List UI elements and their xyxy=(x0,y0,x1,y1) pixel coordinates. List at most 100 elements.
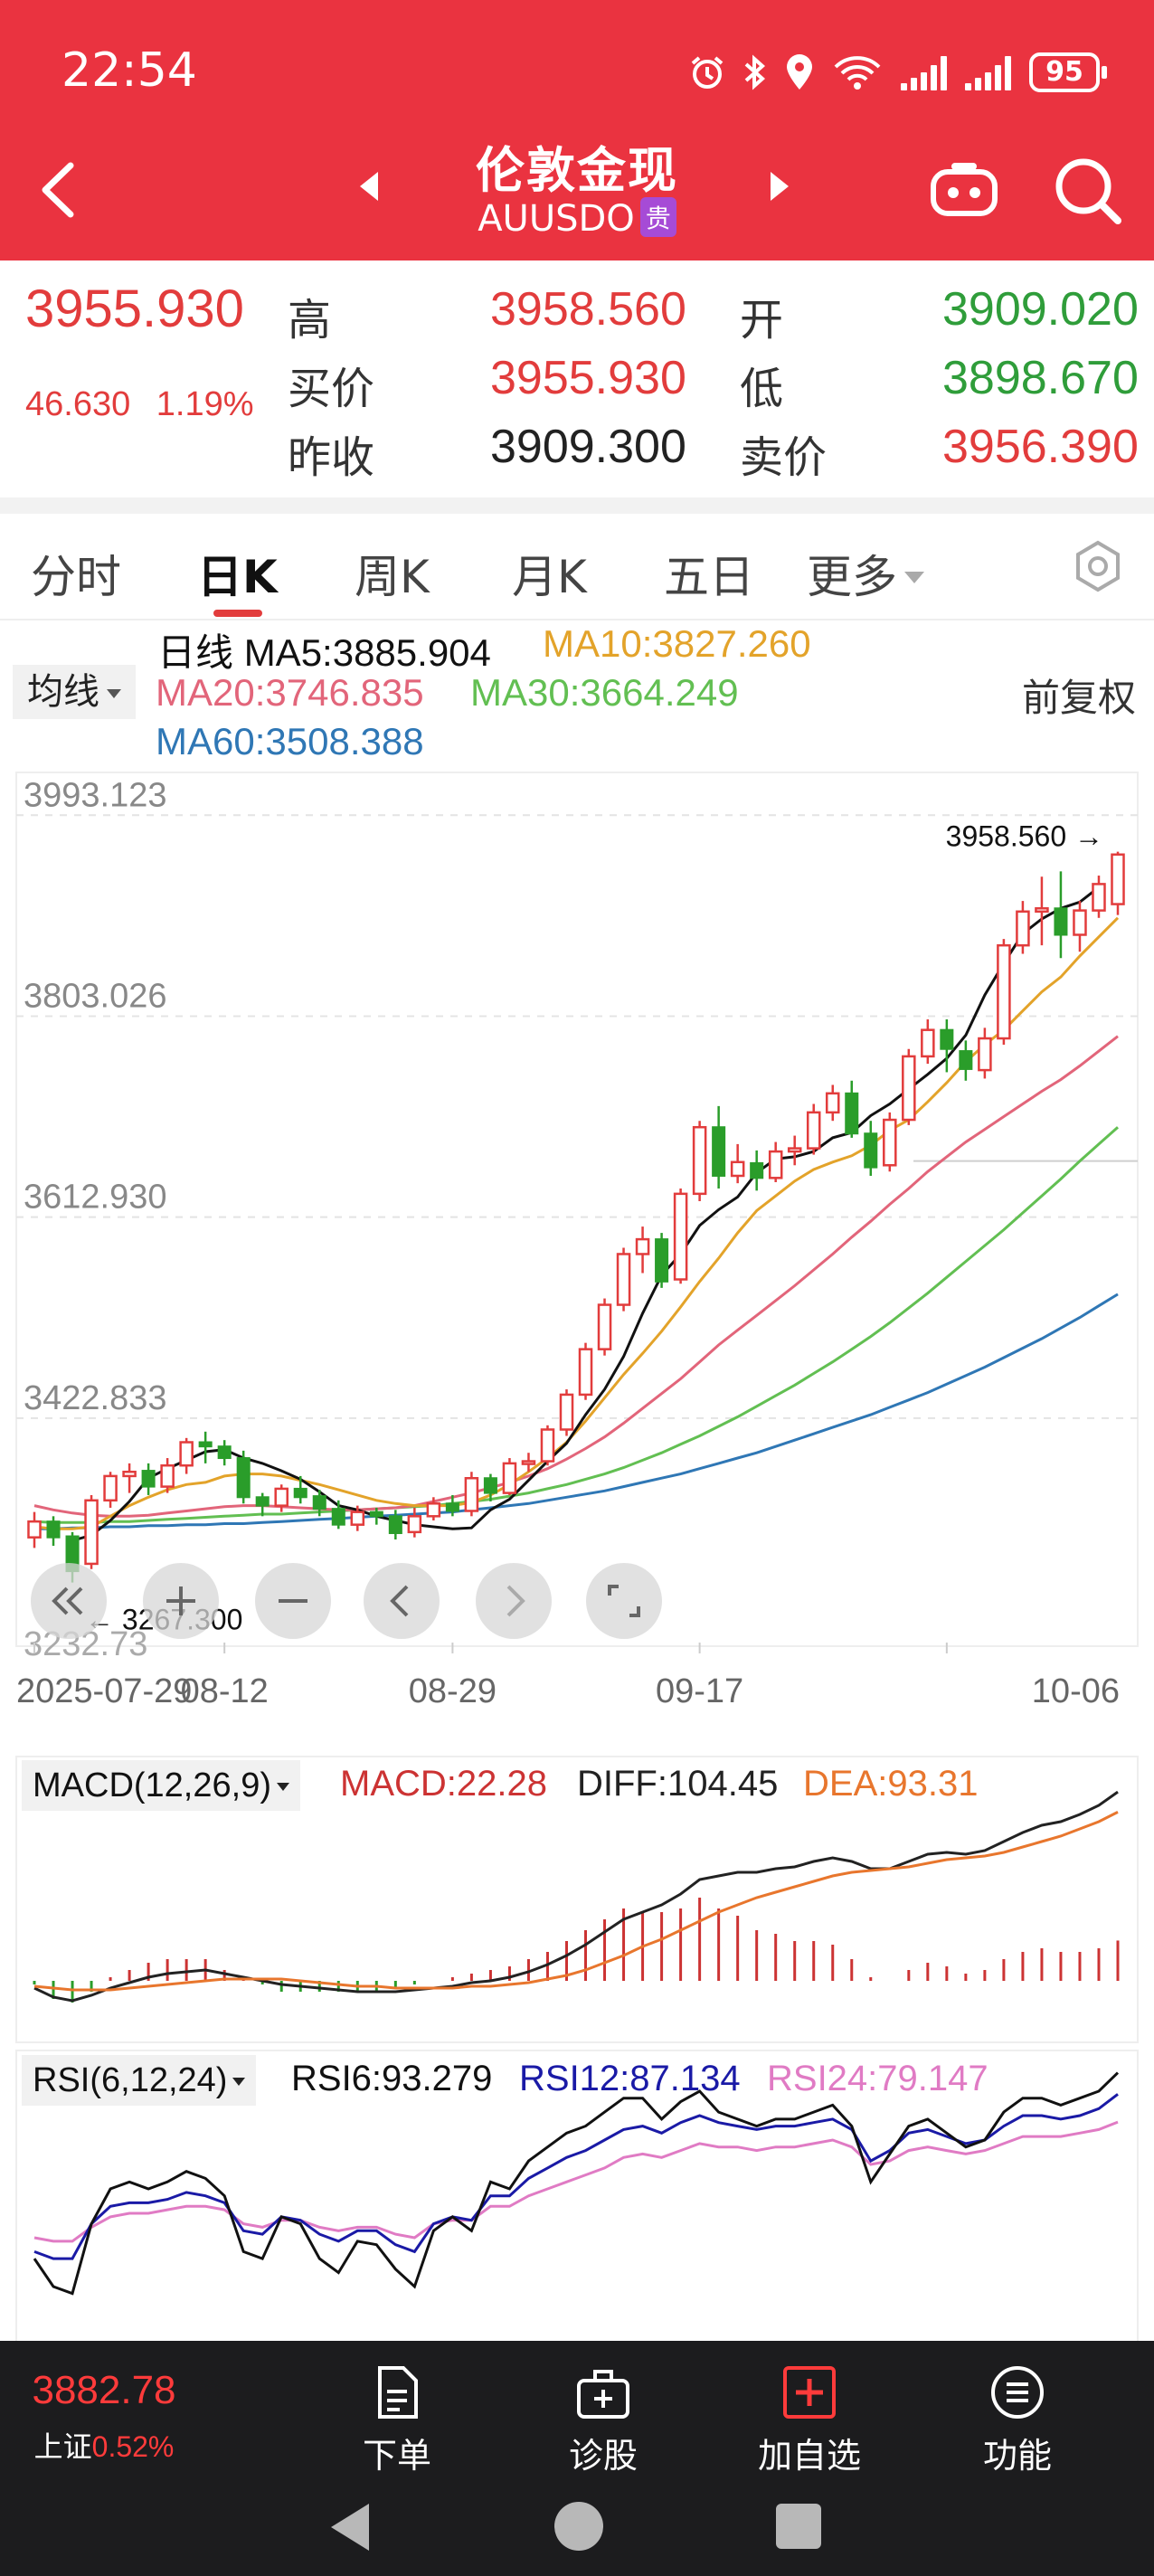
candle xyxy=(655,1233,669,1288)
bluetooth-icon xyxy=(744,54,766,90)
rsi12-line xyxy=(33,2093,1119,2260)
extreme-markers: 3958.560 →← 3267.300 xyxy=(85,820,1103,1636)
search-icon[interactable] xyxy=(1051,154,1123,226)
nav-home-icon[interactable] xyxy=(554,2502,603,2551)
ma-type-selector[interactable]: 均线 xyxy=(13,665,136,719)
section-divider xyxy=(0,497,1154,514)
tab-five-day[interactable]: 五日 xyxy=(664,551,754,603)
scroll-right-icon[interactable] xyxy=(476,1563,552,1639)
candle xyxy=(597,1298,612,1356)
tab-monthly-k[interactable]: 月K xyxy=(512,551,587,603)
grid-lines xyxy=(16,814,1138,1419)
candlestick-chart[interactable]: 3993.1233803.0263612.9303422.8333232.73 … xyxy=(0,769,1154,1746)
signal-icon xyxy=(965,54,1011,90)
tab-weekly-k[interactable]: 周K xyxy=(355,551,430,603)
menu-icon xyxy=(991,2366,1044,2419)
tab-intraday[interactable]: 分时 xyxy=(31,551,121,603)
x-tick-label: 10-06 xyxy=(1032,1672,1120,1710)
menu-label: 功能 xyxy=(982,2436,1052,2476)
candle xyxy=(921,1018,935,1065)
candle xyxy=(483,1473,497,1501)
prev-close-label: 昨收 xyxy=(288,432,375,483)
add-watchlist-button[interactable]: 加自选 xyxy=(742,2364,877,2477)
menu-button[interactable]: 功能 xyxy=(950,2364,1085,2477)
order-button[interactable]: 下单 xyxy=(329,2364,465,2477)
rsi-selector[interactable]: RSI(6,12,24) xyxy=(22,2055,257,2106)
macd-title: MACD(12,26,9) xyxy=(33,1766,271,1804)
next-arrow-icon[interactable] xyxy=(771,172,789,201)
candle xyxy=(730,1143,745,1184)
robot-icon[interactable] xyxy=(928,161,1000,219)
status-icons: 95 xyxy=(689,49,1107,96)
back-icon[interactable] xyxy=(33,158,87,222)
candle xyxy=(293,1475,307,1504)
ma60-line xyxy=(34,1293,1119,1530)
candle xyxy=(27,1511,42,1548)
index-percent: 0.52% xyxy=(91,2430,175,2463)
x-tick-label: 08-29 xyxy=(409,1672,497,1710)
candle xyxy=(712,1105,726,1189)
category-badge: 贵 xyxy=(639,197,676,237)
candle xyxy=(274,1484,288,1512)
ma5-line xyxy=(71,886,1100,1542)
add-watchlist-label: 加自选 xyxy=(757,2436,861,2476)
rsi6-line xyxy=(33,2071,1120,2296)
candle xyxy=(236,1450,251,1504)
ma-type-label: 均线 xyxy=(27,671,99,713)
candle xyxy=(388,1510,402,1540)
alarm-icon xyxy=(691,56,724,89)
diagnose-icon xyxy=(577,2370,629,2419)
chevron-down-icon xyxy=(232,2078,246,2086)
price-adjust-toggle[interactable]: 前复权 xyxy=(1021,676,1136,720)
candle xyxy=(407,1507,422,1538)
candle xyxy=(46,1516,61,1547)
y-tick-label: 3612.930 xyxy=(24,1179,167,1217)
zoom-in-icon[interactable] xyxy=(143,1563,219,1639)
x-tick-label: 09-17 xyxy=(656,1672,743,1710)
rsi-lines xyxy=(33,2071,1120,2296)
y-tick-label: 3803.026 xyxy=(24,977,167,1015)
prev-arrow-icon[interactable] xyxy=(360,172,378,201)
period-label: 日线 xyxy=(157,631,234,674)
candle xyxy=(616,1247,631,1312)
macd-frame xyxy=(15,1756,1139,2043)
candle xyxy=(635,1226,650,1274)
high-value: 3958.560 xyxy=(490,283,686,336)
bid-label: 买价 xyxy=(288,364,375,414)
scroll-left-icon[interactable] xyxy=(364,1563,440,1639)
nav-recent-apps-icon[interactable] xyxy=(776,2504,821,2549)
candle xyxy=(540,1425,555,1466)
macd-value: MACD:22.28 xyxy=(340,1764,547,1804)
collapse-icon[interactable] xyxy=(31,1563,107,1639)
low-label: 低 xyxy=(740,364,784,414)
index-summary[interactable]: 上证0.52% xyxy=(0,2424,208,2466)
status-time: 22:54 xyxy=(61,43,197,98)
tab-daily-k[interactable]: 日K xyxy=(197,551,278,603)
price-change: 46.630 1.19% xyxy=(25,385,254,424)
settings-icon[interactable] xyxy=(1069,537,1127,595)
title-bar: 22:54 95 伦敦金现 AUUSDO 贵 xyxy=(0,0,1154,260)
candle xyxy=(160,1458,175,1493)
candle xyxy=(141,1463,156,1495)
high-label: 高 xyxy=(288,295,332,346)
candle xyxy=(1035,876,1049,946)
index-price[interactable]: 3882.78 xyxy=(32,2368,176,2412)
dea-line xyxy=(33,1811,1119,1992)
tab-more[interactable]: 更多 xyxy=(807,541,924,606)
chevron-down-icon xyxy=(107,689,121,698)
ma10-line xyxy=(33,916,1120,1530)
ma30-value: MA30:3664.249 xyxy=(470,671,739,714)
diagnose-button[interactable]: 诊股 xyxy=(535,2364,671,2477)
diff-line xyxy=(33,1790,1119,2003)
fullscreen-icon[interactable] xyxy=(586,1563,662,1639)
macd-selector[interactable]: MACD(12,26,9) xyxy=(22,1760,300,1811)
order-icon xyxy=(378,2366,418,2419)
candle xyxy=(502,1458,517,1495)
x-tick-label: 2025-07-29 xyxy=(16,1672,192,1710)
index-name: 上证 xyxy=(33,2429,92,2464)
zoom-out-icon[interactable] xyxy=(255,1563,331,1639)
symbol-subtitle: AUUSDO 贵 xyxy=(0,197,1154,240)
nav-back-icon[interactable] xyxy=(331,2504,369,2551)
